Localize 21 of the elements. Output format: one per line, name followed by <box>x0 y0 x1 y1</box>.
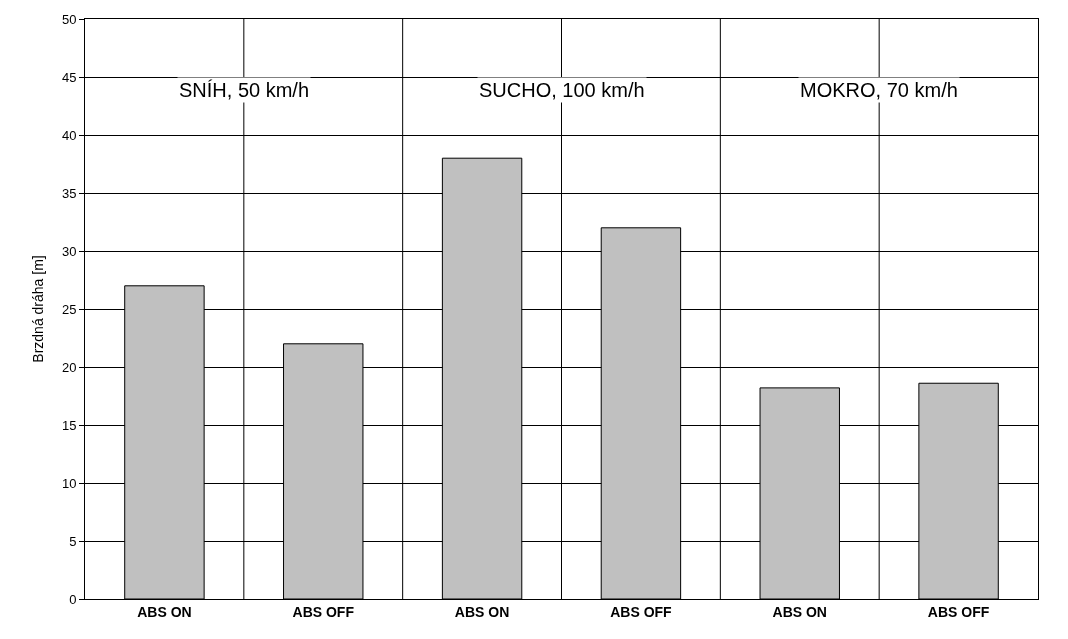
x-tick-label: ABS ON <box>137 603 192 620</box>
y-tick-label: 15 <box>61 417 77 433</box>
y-tick-label: 5 <box>69 533 77 549</box>
annotation: SUCHO, 100 km/h <box>479 79 645 101</box>
x-tick-label: ABS ON <box>454 603 510 620</box>
x-tick-label: ABS ON <box>772 603 827 620</box>
y-tick-label: 50 <box>61 11 77 27</box>
y-tick-label: 30 <box>61 243 77 259</box>
annotation: MOKRO, 70 km/h <box>800 79 958 101</box>
x-tick-label: ABS OFF <box>610 603 673 620</box>
y-tick-label: 35 <box>61 185 77 201</box>
y-tick-label: 10 <box>61 475 77 491</box>
y-tick-label: 25 <box>61 301 77 317</box>
y-tick-label: 45 <box>61 69 77 85</box>
annotation: SNÍH, 50 km/h <box>179 79 310 101</box>
y-tick-label: 0 <box>69 591 77 607</box>
x-tick-label: ABS OFF <box>927 603 990 620</box>
y-tick-label: 20 <box>61 359 77 375</box>
y-axis-title: Brzdná dráha [m] <box>29 255 46 363</box>
x-tick-label: ABS OFF <box>292 603 355 620</box>
y-tick-label: 40 <box>61 127 77 143</box>
